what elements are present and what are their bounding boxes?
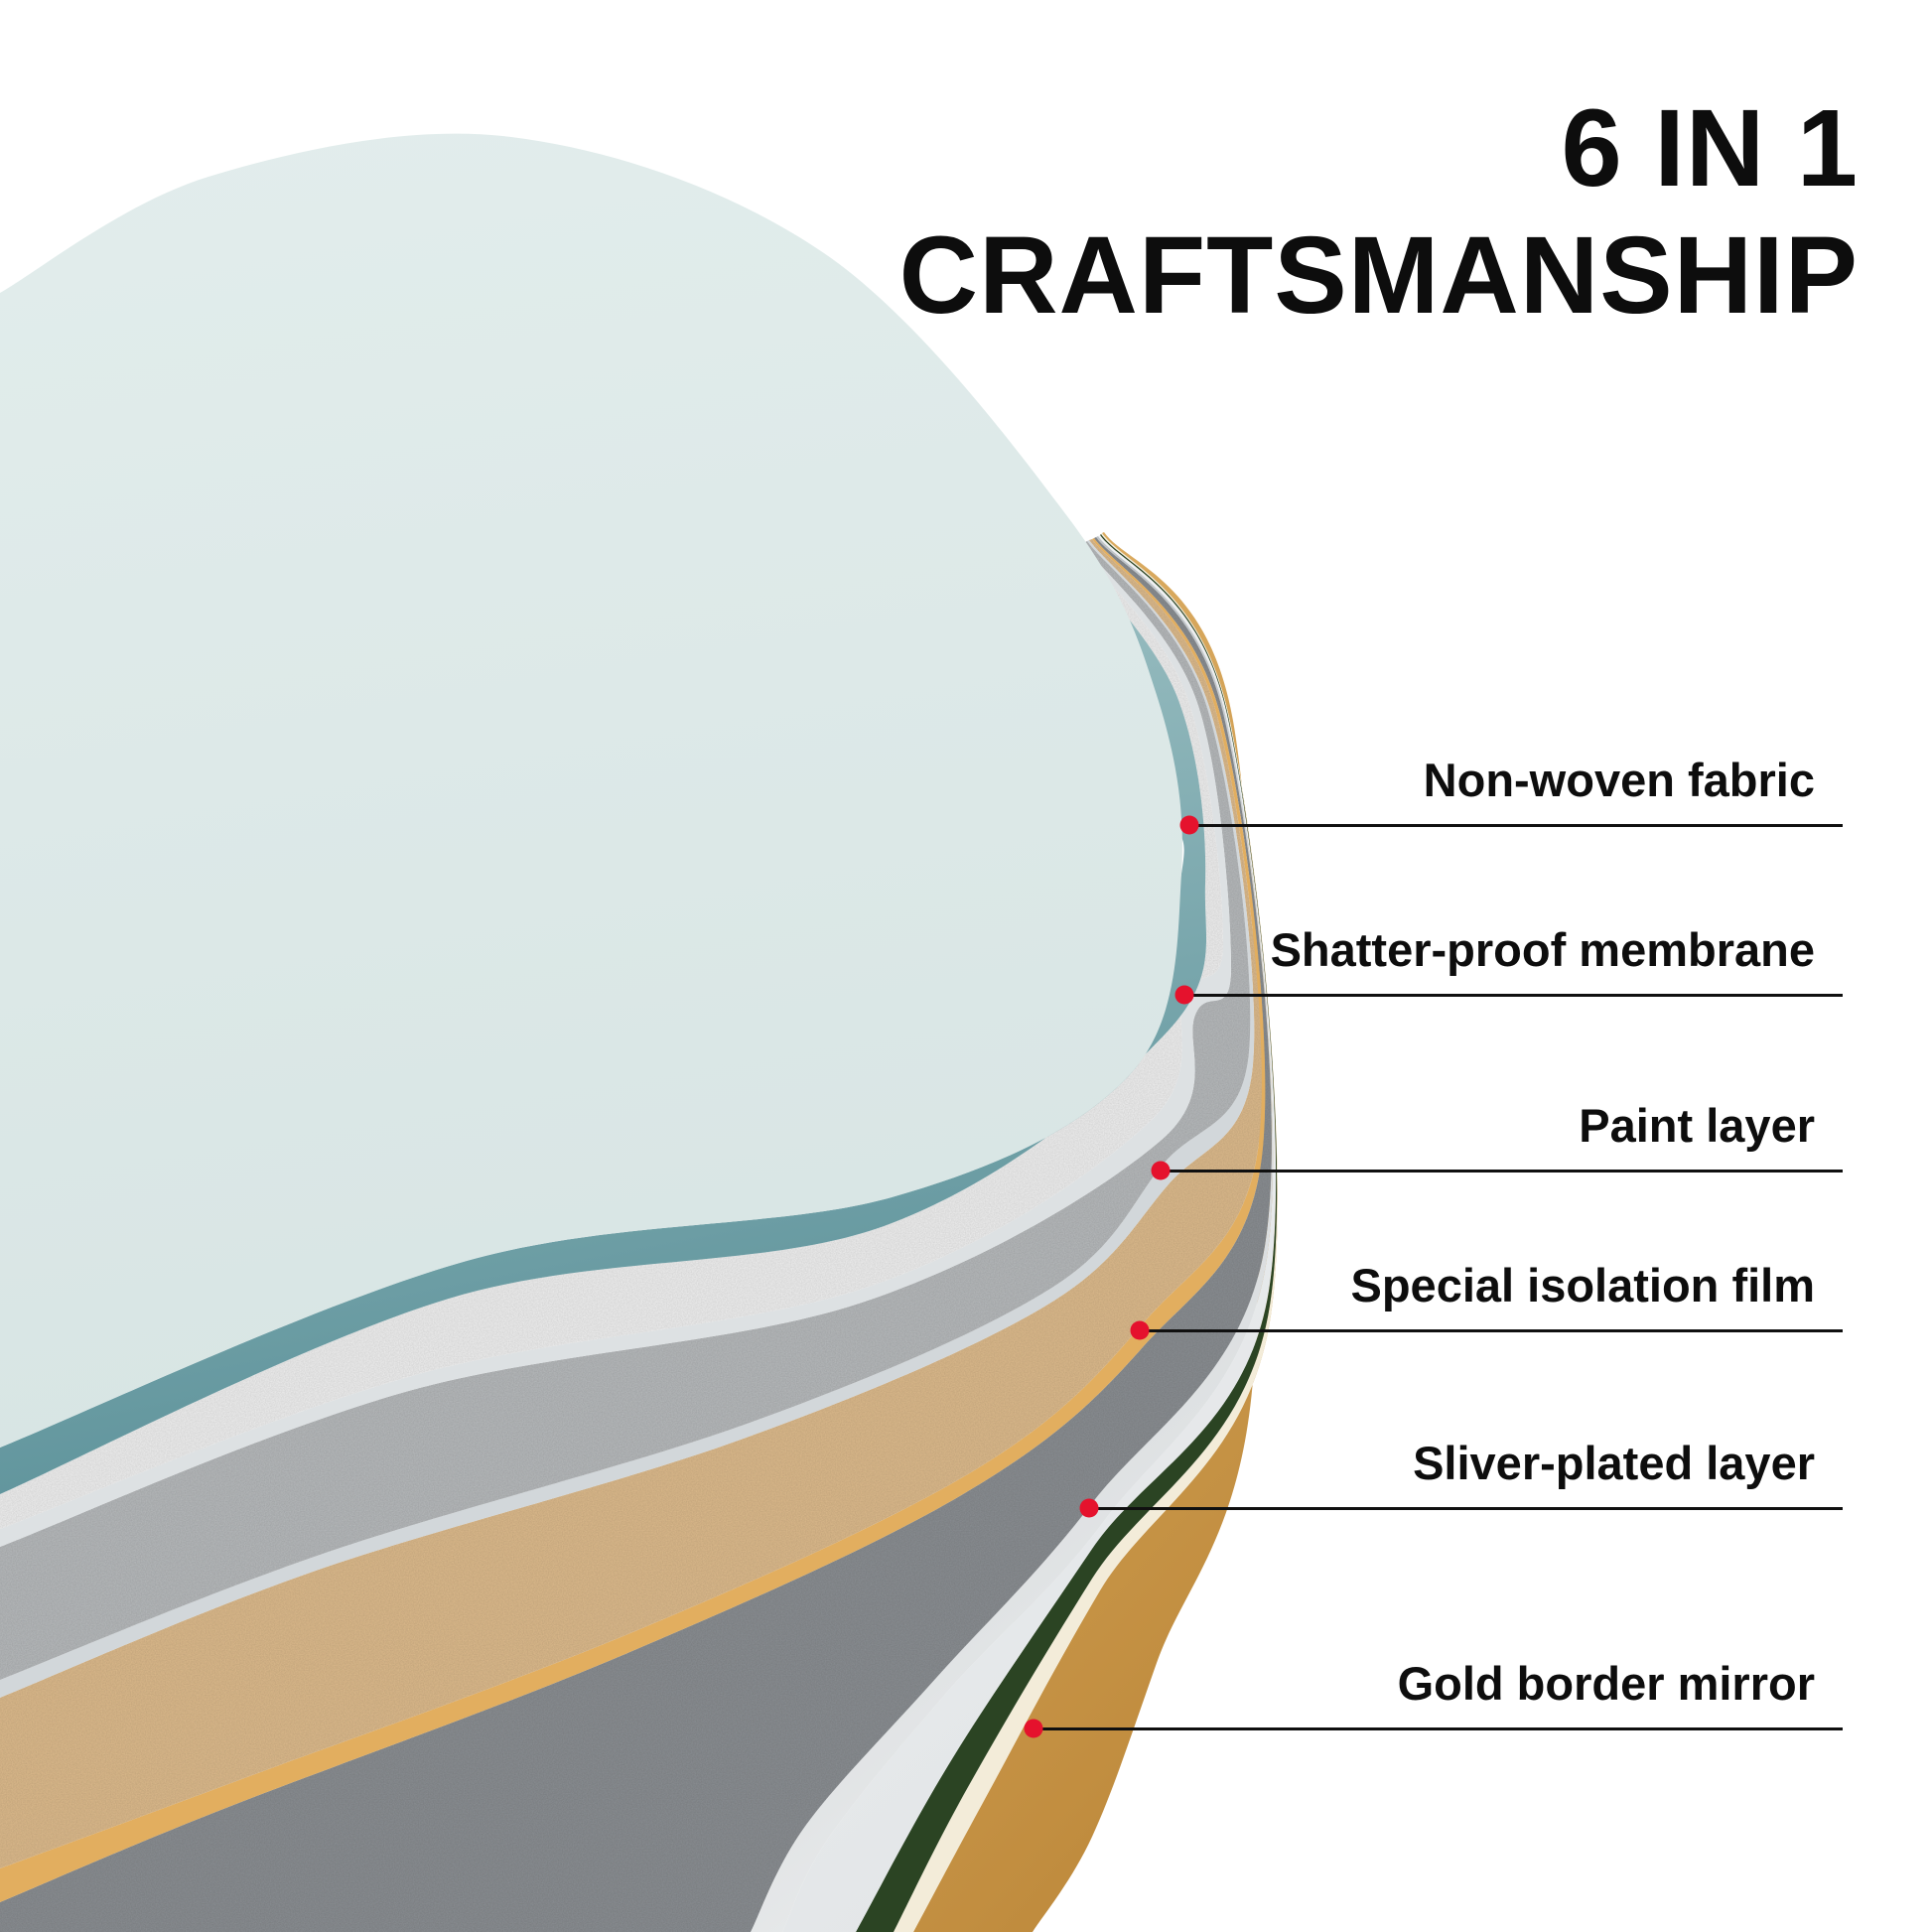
layer-gray-speckle xyxy=(0,541,1251,1680)
leader-line-sliver-plated-layer xyxy=(1089,1507,1843,1510)
layer-tan-speckle xyxy=(0,539,1262,1868)
callout-label-paint-layer: Paint layer xyxy=(1579,1099,1815,1152)
layer-gold-border xyxy=(913,532,1278,1932)
dot-gold-border-mirror xyxy=(1024,1719,1043,1738)
callout-label-special-isolation-film: Special isolation film xyxy=(1350,1259,1816,1311)
dot-shatter-proof-membrane xyxy=(1174,985,1194,1005)
layer-light-divider xyxy=(0,544,1232,1547)
dot-sliver-plated-layer xyxy=(1079,1498,1099,1518)
layer-glass-top xyxy=(0,133,1182,1449)
dot-paint-layer xyxy=(1151,1161,1171,1180)
title-line-2: CRAFTSMANSHIP xyxy=(898,213,1859,337)
leader-line-gold-border-mirror xyxy=(1034,1727,1843,1730)
callout-label-shatter-proof-membrane: Shatter-proof membrane xyxy=(1270,923,1815,976)
layer-dark-gray-speckle xyxy=(0,537,1272,1932)
page-title: 6 IN 1 CRAFTSMANSHIP xyxy=(899,85,1859,339)
dot-special-isolation-film xyxy=(1130,1320,1150,1340)
leader-line-shatter-proof-membrane xyxy=(1184,994,1843,997)
leader-line-paint-layer xyxy=(1161,1170,1843,1173)
leader-line-non-woven-fabric xyxy=(1189,824,1843,827)
callout-label-sliver-plated-layer: Sliver-plated layer xyxy=(1413,1437,1815,1489)
dot-non-woven-fabric xyxy=(1179,815,1199,835)
leader-line-special-isolation-film xyxy=(1140,1329,1843,1332)
layer-teal-rim xyxy=(0,551,1207,1494)
callout-label-non-woven-fabric: Non-woven fabric xyxy=(1423,754,1815,806)
layer-white-speckle xyxy=(0,546,1224,1529)
layer-mid-divider xyxy=(0,540,1255,1698)
title-line-1: 6 IN 1 xyxy=(1561,87,1859,209)
callout-label-gold-border-mirror: Gold border mirror xyxy=(1397,1657,1815,1710)
